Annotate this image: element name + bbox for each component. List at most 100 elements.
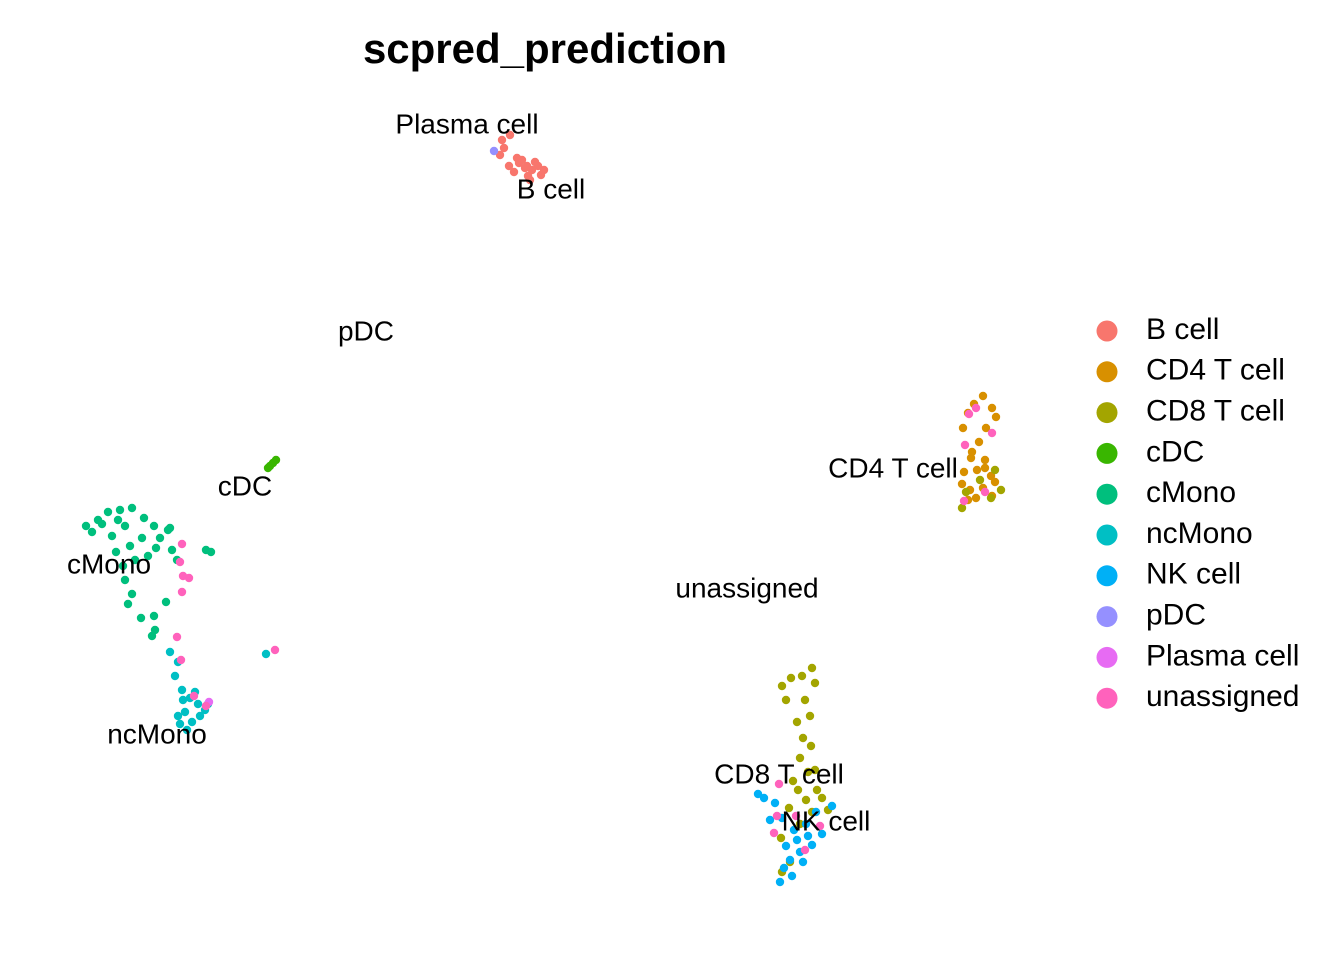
point-nk-cell [803, 831, 813, 841]
point-cd8-t-cell [800, 695, 810, 705]
point-cmono [107, 531, 117, 541]
cluster-label-cd4-t-cell: CD4 T cell [828, 452, 958, 483]
point-cd8-t-cell [776, 833, 786, 843]
point-cmono [151, 543, 161, 553]
point-cd8-t-cell [810, 678, 820, 688]
point-cd4-t-cell [980, 455, 990, 465]
point-cd8-t-cell [817, 793, 827, 803]
point-cmono [120, 575, 130, 585]
series-cdc [263, 455, 281, 473]
legend-label-b-cell: B cell [1146, 313, 1219, 346]
point-unassigned [959, 496, 969, 506]
series-nk-cell [753, 789, 837, 887]
point-unassigned [270, 645, 280, 655]
point-cmono [139, 513, 149, 523]
point-cmono [167, 545, 177, 555]
point-cmono [206, 547, 216, 557]
legend-label-nk-cell: NK cell [1146, 558, 1241, 591]
point-unassigned [964, 409, 974, 419]
point-b-cell [499, 143, 509, 153]
point-nk-cell [785, 855, 795, 865]
point-cd8-t-cell [793, 785, 803, 795]
legend-key-unassigned [1096, 687, 1118, 709]
series-pdc [489, 146, 499, 156]
point-nk-cell [817, 829, 827, 839]
point-nk-cell [787, 871, 797, 881]
legend-item-pdc: pDC [1096, 599, 1206, 632]
point-b-cell [495, 150, 505, 160]
legend-key-cdc [1096, 442, 1118, 464]
point-unassigned [800, 845, 810, 855]
point-cd4-t-cell [981, 423, 991, 433]
point-cd8-t-cell [807, 663, 817, 673]
point-cd4-t-cell [990, 477, 1000, 487]
point-cd4-t-cell [974, 437, 984, 447]
legend-label-cdc: cDC [1146, 435, 1204, 468]
legend-key-b-cell [1096, 320, 1118, 342]
point-nk-cell [811, 807, 821, 817]
point-cd8-t-cell [786, 673, 796, 683]
cluster-label-ncmono: ncMono [107, 718, 207, 749]
point-b-cell [505, 130, 515, 140]
legend-item-b-cell: B cell [1096, 313, 1219, 346]
legend-item-cd8-t-cell: CD8 T cell [1096, 395, 1285, 428]
point-cd8-t-cell [795, 819, 805, 829]
point-b-cell [504, 161, 514, 171]
point-nk-cell [759, 793, 769, 803]
point-cd4-t-cell [971, 493, 981, 503]
point-cmono [113, 515, 123, 525]
point-cd4-t-cell [986, 471, 996, 481]
point-cmono [155, 533, 165, 543]
legend-key-cmono [1096, 483, 1118, 505]
point-nk-cell [827, 801, 837, 811]
point-cd8-t-cell [777, 681, 787, 691]
point-cd8-t-cell [810, 765, 820, 775]
point-b-cell [530, 157, 540, 167]
point-ncmono [193, 699, 203, 709]
point-cd8-t-cell [812, 785, 822, 795]
point-cd4-t-cell [966, 453, 976, 463]
points-layer [81, 130, 1006, 887]
point-nk-cell [801, 819, 811, 829]
point-cmono [123, 599, 133, 609]
point-ncmono [187, 717, 197, 727]
point-cmono [115, 505, 125, 515]
point-cd4-t-cell [972, 465, 982, 475]
point-ncmono [175, 719, 185, 729]
point-cd8-t-cell [792, 717, 802, 727]
chart-title: scpred_prediction [363, 25, 727, 72]
point-b-cell [512, 153, 522, 163]
point-unassigned [189, 691, 199, 701]
point-unassigned [184, 573, 194, 583]
point-cd8-t-cell [806, 741, 816, 751]
point-unassigned [177, 539, 187, 549]
point-cd8-t-cell [986, 493, 996, 503]
legend-label-cmono: cMono [1146, 476, 1236, 509]
point-nk-cell [753, 789, 763, 799]
point-ncmono [261, 649, 271, 659]
point-unassigned [960, 440, 970, 450]
cluster-label-cdc: cDC [218, 470, 272, 501]
point-cd4-t-cell [959, 467, 969, 477]
point-nk-cell [775, 877, 785, 887]
point-cmono [127, 503, 137, 513]
legend-label-cd8-t-cell: CD8 T cell [1146, 395, 1285, 428]
point-unassigned [791, 811, 801, 821]
point-ncmono [182, 725, 192, 735]
legend-item-cdc: cDC [1096, 435, 1204, 468]
point-cd4-t-cell [991, 412, 1001, 422]
point-cd4-t-cell [957, 479, 967, 489]
point-nk-cell [779, 863, 789, 873]
legend-key-ncmono [1096, 524, 1118, 546]
point-cmono [150, 625, 160, 635]
point-unassigned [987, 428, 997, 438]
point-unassigned [201, 701, 211, 711]
point-nk-cell [770, 798, 780, 808]
point-cmono [103, 507, 113, 517]
point-cmono [149, 611, 159, 621]
point-cmono [118, 561, 128, 571]
legend-label-plasma-cell: Plasma cell [1146, 639, 1299, 672]
point-ncmono [170, 671, 180, 681]
legend-key-cd4-t-cell [1096, 361, 1118, 383]
